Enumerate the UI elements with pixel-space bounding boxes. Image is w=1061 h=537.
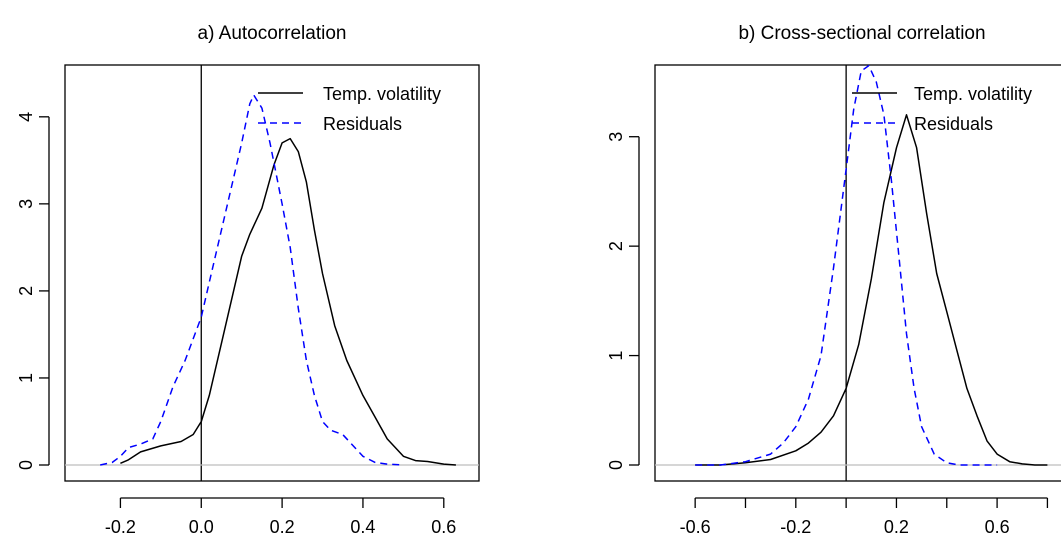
y-tick-label: 1	[606, 351, 626, 361]
y-tick-label: 2	[606, 241, 626, 251]
chart-title: b) Cross-sectional correlation	[738, 23, 985, 44]
legend-label-residuals: Residuals	[323, 114, 402, 134]
x-tick-label: 0.2	[270, 517, 295, 537]
x-tick-label: 0.2	[884, 517, 909, 537]
panel-autocorrelation: a) Autocorrelation Temp. volatility Resi…	[16, 23, 480, 537]
y-tick-label: 3	[606, 132, 626, 142]
legend-label-temp-volatility: Temp. volatility	[323, 84, 441, 104]
series-line-residuals	[100, 94, 404, 466]
chart-title: a) Autocorrelation	[198, 23, 347, 44]
legend: Temp. volatility Residuals	[852, 84, 1032, 134]
series-line-temp-volatility	[695, 114, 1048, 466]
plot-frame	[654, 64, 1061, 482]
series-line-temp-volatility	[120, 137, 456, 466]
x-tick-label: 0.4	[350, 517, 375, 537]
y-tick-label: 4	[16, 112, 36, 122]
series-line-residuals	[695, 64, 998, 466]
y-tick-label: 2	[16, 286, 36, 296]
x-tick-label: -0.2	[780, 517, 811, 537]
legend-label-temp-volatility: Temp. volatility	[914, 84, 1032, 104]
plot-frame	[64, 64, 480, 482]
y-tick-label: 0	[606, 460, 626, 470]
y-axis: 0 1 2 3 4	[16, 112, 50, 470]
legend: Temp. volatility Residuals	[258, 84, 441, 134]
x-tick-label: -0.6	[680, 517, 711, 537]
panel-cross-sectional-correlation: b) Cross-sectional correlation Temp. vol…	[606, 23, 1061, 537]
x-axis: -0.2 0.0 0.2 0.4 0.6	[105, 497, 456, 537]
y-tick-label: 3	[16, 199, 36, 209]
y-tick-label: 1	[16, 373, 36, 383]
x-tick-label: 0.0	[189, 517, 214, 537]
x-tick-label: -0.2	[105, 517, 136, 537]
x-tick-label: 0.6	[985, 517, 1010, 537]
x-axis: -0.6 -0.2 0.2 0.6	[680, 497, 1049, 537]
y-tick-label: 0	[16, 460, 36, 470]
legend-label-residuals: Residuals	[914, 114, 993, 134]
y-axis: 0 1 2 3	[606, 132, 640, 470]
x-tick-label: 0.6	[431, 517, 456, 537]
